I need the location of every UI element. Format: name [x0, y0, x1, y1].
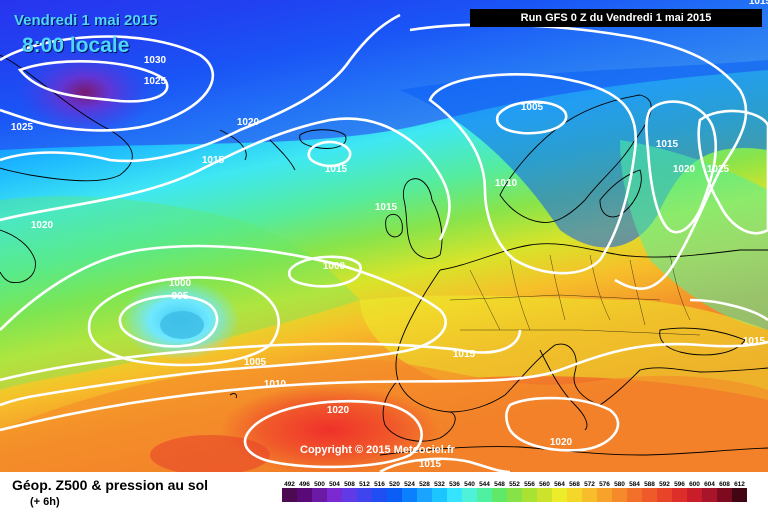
isobar-label-1005: 1005 — [244, 357, 267, 368]
legend-value: 580 — [614, 481, 625, 488]
legend-swatch — [522, 488, 537, 502]
legend-value: 608 — [719, 481, 730, 488]
isobar-labels: 1030 1025 1025 1020 1015 1015 1005 1010 … — [11, 0, 768, 470]
legend-value: 612 — [734, 481, 745, 488]
legend-swatch — [627, 488, 642, 502]
legend-value: 588 — [644, 481, 655, 488]
isobar-label-1015-west: 1015 — [202, 155, 225, 166]
isobar-label-1020-north: 1020 — [237, 117, 260, 128]
legend-swatch — [597, 488, 612, 502]
isobar-label-1015-iberia: 1015 — [453, 349, 476, 360]
legend-swatch — [342, 488, 357, 502]
legend-value: 520 — [389, 481, 400, 488]
legend-swatch — [492, 488, 507, 502]
legend-value: 512 — [359, 481, 370, 488]
model-run-banner: Run GFS 0 Z du Vendredi 1 mai 2015 — [470, 9, 762, 27]
legend-value: 548 — [494, 481, 505, 488]
isobar-label-1025-west: 1025 — [11, 122, 34, 133]
isobar-label-1025: 1025 — [144, 76, 167, 87]
legend-value: 564 — [554, 481, 565, 488]
isobar-label-1020-atlantic: 1020 — [31, 220, 54, 231]
legend-swatch — [537, 488, 552, 502]
forecast-time: 8:00 locale — [22, 34, 130, 57]
isobar-label-1005-scandinavia: 1005 — [521, 102, 544, 113]
isobar-label-1010-north-sea: 1010 — [495, 178, 518, 189]
legend-swatch — [327, 488, 342, 502]
legend-swatch — [447, 488, 462, 502]
legend-swatch — [402, 488, 417, 502]
legend-value: 572 — [584, 481, 595, 488]
legend-value: 604 — [704, 481, 715, 488]
legend-value: 540 — [464, 481, 475, 488]
legend-swatch — [462, 488, 477, 502]
isobar-label-1015-central: 1015 — [375, 202, 398, 213]
legend-swatch — [312, 488, 327, 502]
legend-swatch — [732, 488, 747, 502]
legend-swatch — [582, 488, 597, 502]
legend-swatch — [297, 488, 312, 502]
legend-swatch — [657, 488, 672, 502]
legend-swatch — [552, 488, 567, 502]
legend-swatch — [687, 488, 702, 502]
legend-value: 516 — [374, 481, 385, 488]
legend-swatch — [507, 488, 522, 502]
legend-value: 508 — [344, 481, 355, 488]
geopotential-pressure-map: 1030 1025 1025 1020 1015 1015 1005 1010 … — [0, 0, 768, 472]
legend-swatch — [612, 488, 627, 502]
forecast-offset: (+ 6h) — [30, 496, 60, 508]
isobar-label-995-low: 995 — [172, 291, 189, 302]
copyright-notice: Copyright © 2015 Meteociel.fr — [300, 444, 455, 456]
isobar-label-1020-high: 1020 — [327, 405, 350, 416]
legend-value: 500 — [314, 481, 325, 488]
isobar-label-1000-low: 1000 — [169, 278, 192, 289]
legend-swatch — [417, 488, 432, 502]
isobar-label-1030: 1030 — [144, 55, 167, 66]
isobar-label-1015-far-east: 1015 — [743, 336, 766, 347]
legend-value: 600 — [689, 481, 700, 488]
legend-value: 528 — [419, 481, 430, 488]
isobar-label-1010: 1010 — [264, 379, 287, 390]
legend-value: 524 — [404, 481, 415, 488]
legend-swatch — [387, 488, 402, 502]
legend-value: 536 — [449, 481, 460, 488]
map-title: Géop. Z500 & pression au sol — [12, 477, 209, 493]
legend-value: 492 — [284, 481, 295, 488]
isobar-label-1020-med: 1020 — [550, 437, 573, 448]
legend-value: 560 — [539, 481, 550, 488]
legend-value: 556 — [524, 481, 535, 488]
legend-value: 584 — [629, 481, 640, 488]
isobar-label-1015-east: 1015 — [656, 139, 679, 150]
legend-swatch — [717, 488, 732, 502]
isobar-label-1015-bottom: 1015 — [419, 459, 442, 470]
legend-value: 544 — [479, 481, 490, 488]
legend-value: 552 — [509, 481, 520, 488]
legend-value: 576 — [599, 481, 610, 488]
legend-swatch — [642, 488, 657, 502]
country-borders — [449, 254, 701, 336]
legend-value: 592 — [659, 481, 670, 488]
color-scale-legend: 492 496 500 504 508 512 516 520 524 528 532 536 540 5… — [282, 481, 747, 502]
legend-swatch — [372, 488, 387, 502]
legend-swatch — [567, 488, 582, 502]
legend-value: 504 — [329, 481, 340, 488]
legend-value: 596 — [674, 481, 685, 488]
legend-swatch — [477, 488, 492, 502]
isobar-label-1025-east: 1025 — [707, 164, 730, 175]
isobar-label-1015-iceland: 1015 — [325, 164, 348, 175]
isobar-label-1015-top-right: 1015 — [749, 0, 768, 7]
legend-value: 532 — [434, 481, 445, 488]
legend-swatch — [702, 488, 717, 502]
legend-value: 496 — [299, 481, 310, 488]
legend-value: 568 — [569, 481, 580, 488]
legend-swatch — [357, 488, 372, 502]
isobar-label-1020-east: 1020 — [673, 164, 696, 175]
isobar-label-1000-central: 1000 — [323, 261, 346, 272]
legend-swatch — [432, 488, 447, 502]
legend-swatch — [282, 488, 297, 502]
isobars — [0, 13, 768, 472]
forecast-date: Vendredi 1 mai 2015 — [14, 12, 158, 29]
legend-swatch — [672, 488, 687, 502]
